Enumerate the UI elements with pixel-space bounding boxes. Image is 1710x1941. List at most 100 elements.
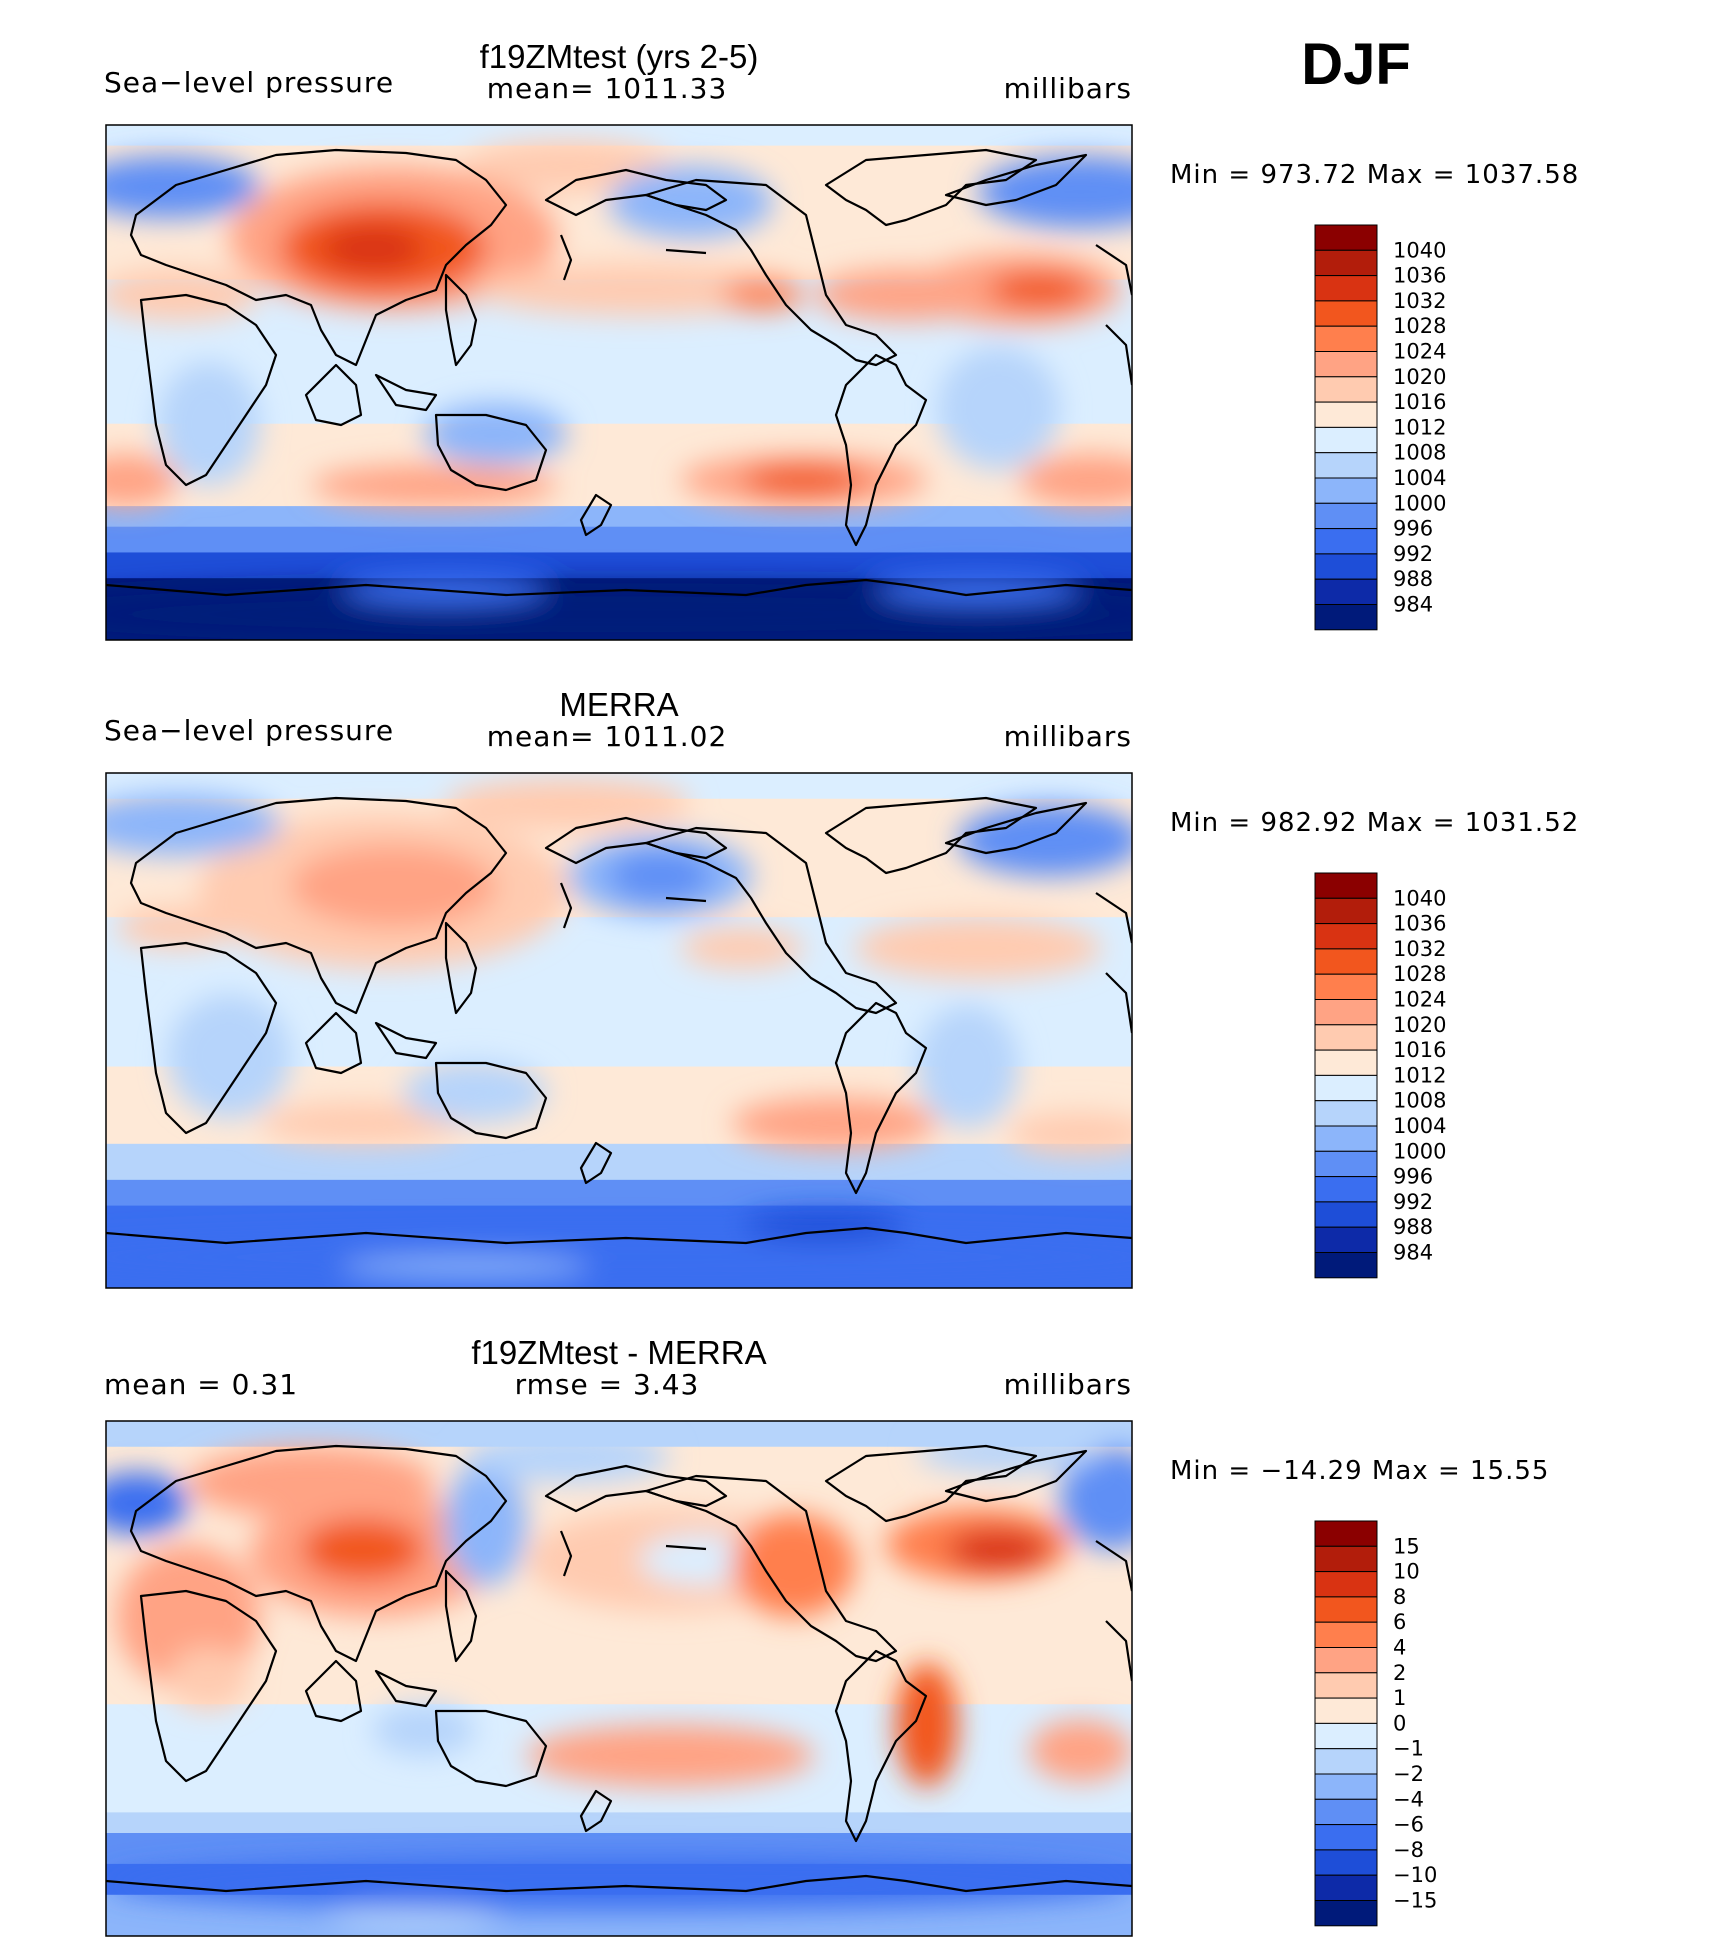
contour-region bbox=[957, 803, 1132, 876]
colorbar-box bbox=[1314, 1150, 1378, 1178]
colorbar-tick: 996 bbox=[1393, 517, 1433, 541]
contour-region bbox=[916, 1004, 1020, 1129]
colorbar-box bbox=[1314, 1824, 1378, 1851]
contour-field bbox=[106, 1421, 1132, 1936]
colorbar-box bbox=[1314, 1596, 1378, 1623]
map-frame bbox=[105, 772, 1133, 1289]
contour-region bbox=[465, 1431, 671, 1483]
colorbar-box bbox=[1314, 502, 1378, 530]
colorbar-tick: 1020 bbox=[1393, 365, 1446, 389]
min-max-label: Min = 982.92 Max = 1031.52 bbox=[1170, 808, 1579, 838]
contour-region bbox=[341, 573, 548, 604]
contour-region bbox=[680, 927, 804, 969]
colorbar-tick: 996 bbox=[1393, 1165, 1433, 1189]
colorbar-box bbox=[1314, 578, 1378, 606]
contour-region bbox=[444, 778, 691, 830]
colorbar-tick: −2 bbox=[1393, 1762, 1424, 1786]
colorbar-tick: 1008 bbox=[1393, 1089, 1446, 1113]
colorbar-box bbox=[1314, 249, 1378, 277]
colorbar-box bbox=[1314, 1849, 1378, 1876]
contour-region bbox=[526, 1724, 814, 1787]
contour-region bbox=[167, 994, 291, 1119]
left-label: Sea−level pressure bbox=[104, 66, 394, 99]
colorbar-tick: −4 bbox=[1393, 1787, 1424, 1811]
colorbar-tick: 1012 bbox=[1393, 415, 1446, 439]
colorbar-box bbox=[1314, 1252, 1378, 1279]
colorbar-tick: 8 bbox=[1393, 1585, 1406, 1609]
colorbar-box bbox=[1314, 1874, 1378, 1901]
contour-region bbox=[742, 464, 866, 496]
contour-region bbox=[106, 155, 260, 218]
colorbar-box bbox=[1314, 1773, 1378, 1800]
colorbar-box bbox=[1314, 973, 1378, 1001]
contour-region bbox=[259, 1102, 466, 1144]
center-label: mean= 1011.33 bbox=[487, 72, 728, 105]
colorbar-tick: 984 bbox=[1393, 1241, 1433, 1265]
colorbar-tick: 1036 bbox=[1393, 912, 1446, 936]
contour-region bbox=[947, 1529, 1050, 1571]
contour-region bbox=[311, 464, 558, 507]
colorbar-tick: 6 bbox=[1393, 1610, 1406, 1634]
units-label: millibars bbox=[1004, 720, 1132, 753]
contour-region bbox=[608, 850, 712, 902]
colorbar-tick: 1036 bbox=[1393, 264, 1446, 288]
colorbar-tick: 1028 bbox=[1393, 962, 1446, 986]
panel-1: f19ZMtest (yrs 2-5) Sea−level pressure mea… bbox=[104, 38, 1578, 641]
contour-region bbox=[916, 1431, 1102, 1473]
colorbar-box bbox=[1314, 325, 1378, 353]
colorbar-box bbox=[1314, 1176, 1378, 1203]
map-frame bbox=[105, 124, 1133, 641]
colorbar-box bbox=[1314, 1024, 1378, 1051]
colorbar-box bbox=[1314, 1125, 1378, 1152]
colorbar-tick: −1 bbox=[1393, 1737, 1424, 1761]
contour-region bbox=[1019, 454, 1132, 507]
colorbar-box bbox=[1314, 1672, 1378, 1699]
contour-region bbox=[978, 155, 1132, 228]
contour-region bbox=[875, 573, 1081, 604]
contour-region bbox=[321, 225, 425, 272]
colorbar-box bbox=[1314, 528, 1378, 555]
colorbar-tick: 2 bbox=[1393, 1661, 1406, 1685]
panel-title: f19ZMtest - MERRA bbox=[471, 1334, 766, 1371]
colorbar-tick: 984 bbox=[1393, 593, 1433, 617]
colorbar-box bbox=[1314, 948, 1378, 975]
colorbar-box bbox=[1314, 1722, 1378, 1750]
colorbar-tick: 988 bbox=[1393, 567, 1433, 591]
contour-band bbox=[106, 1143, 1132, 1181]
contour-region bbox=[475, 264, 804, 316]
colorbar-box bbox=[1314, 872, 1378, 899]
contour-region bbox=[731, 1097, 938, 1149]
contour-region bbox=[465, 140, 671, 192]
contour-band bbox=[106, 1812, 1132, 1834]
colorbar: 1040103610321028102410201016101210081004… bbox=[1314, 872, 1446, 1279]
colorbar-tick: 1024 bbox=[1393, 988, 1446, 1012]
contour-region bbox=[742, 1210, 907, 1242]
contour-region bbox=[424, 403, 568, 465]
colorbar-tick: 992 bbox=[1393, 1190, 1433, 1214]
contour-region bbox=[721, 279, 804, 311]
colorbar-box bbox=[1314, 477, 1378, 504]
colorbar-tick: 1004 bbox=[1393, 1114, 1446, 1138]
contour-region bbox=[1060, 1446, 1132, 1550]
colorbar-tick: −15 bbox=[1393, 1889, 1437, 1913]
colorbar-tick: 1008 bbox=[1393, 441, 1446, 465]
colorbar-box bbox=[1314, 275, 1378, 302]
panel-2: MERRA Sea−level pressure mean= 1011.02 mill… bbox=[104, 686, 1579, 1289]
colorbar-box bbox=[1314, 1900, 1378, 1927]
contour-region bbox=[106, 454, 178, 507]
contour-region bbox=[1029, 1719, 1132, 1782]
colorbar-box bbox=[1314, 1049, 1378, 1076]
contour-region bbox=[731, 1513, 855, 1617]
center-label: mean= 1011.02 bbox=[487, 720, 728, 753]
contour-region bbox=[403, 1061, 548, 1124]
colorbar-tick: −8 bbox=[1393, 1838, 1424, 1862]
colorbar-tick: 1016 bbox=[1393, 1038, 1446, 1062]
contour-region bbox=[608, 166, 773, 239]
colorbar-box bbox=[1314, 351, 1378, 378]
colorbar-box bbox=[1314, 1621, 1378, 1648]
colorbar-tick: 1016 bbox=[1393, 390, 1446, 414]
colorbar-box bbox=[1314, 1697, 1378, 1724]
contour-region bbox=[1008, 1112, 1132, 1155]
contour-region bbox=[290, 845, 496, 928]
